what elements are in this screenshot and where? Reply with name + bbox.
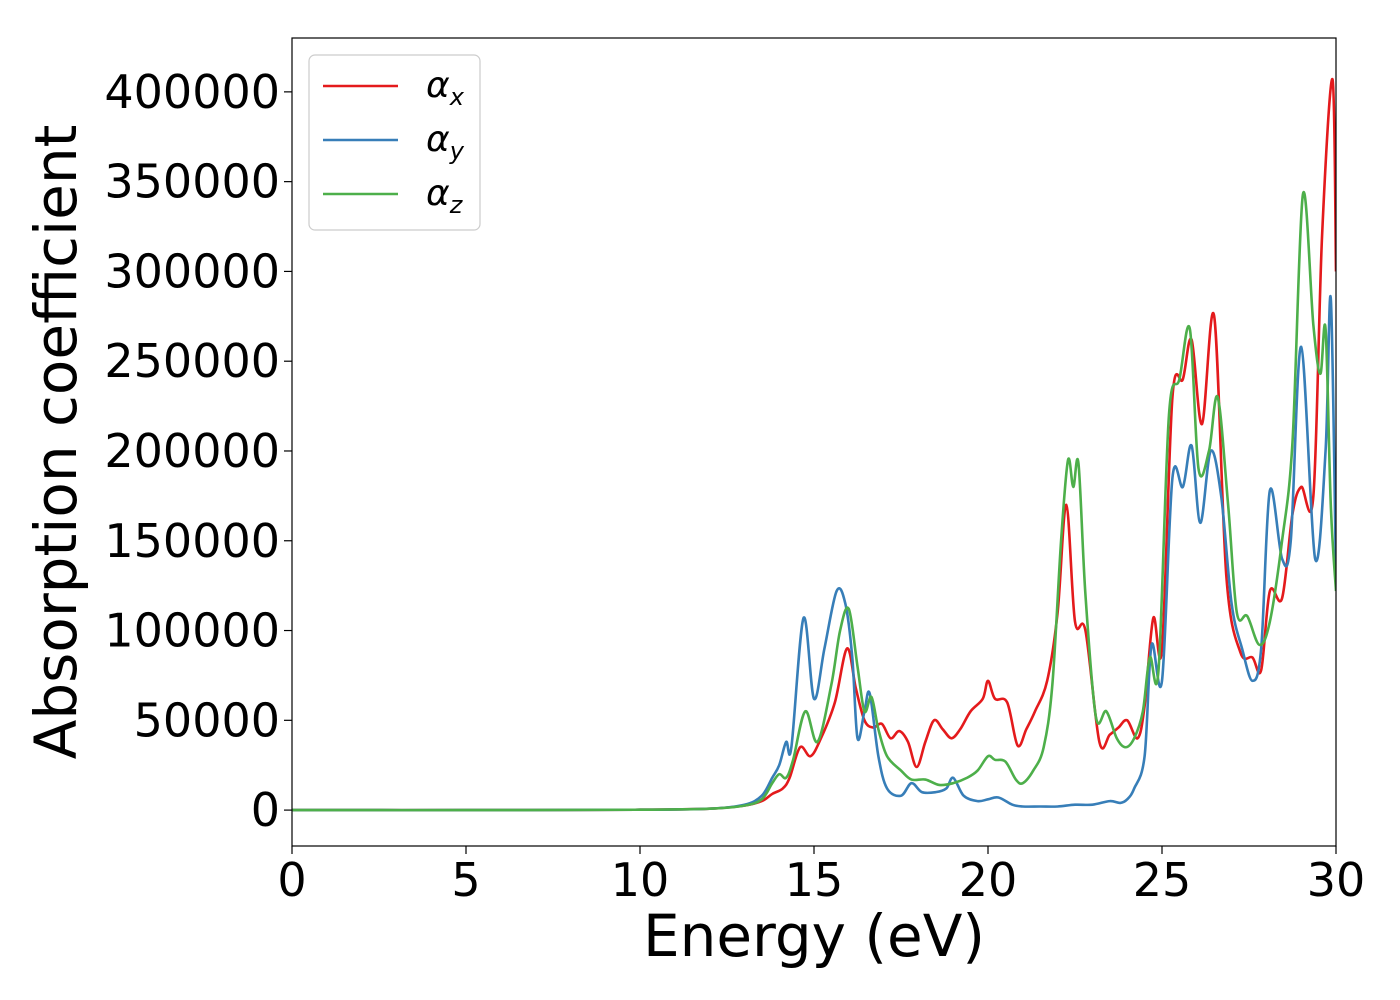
- y-axis: 0 50000 100000 150000 200000 250000 300000 3500…: [104, 65, 292, 837]
- series-line-x: [292, 77, 1336, 812]
- y-axis-title: Absorption coefficient: [22, 125, 90, 760]
- legend: αx αy αz: [308, 54, 481, 231]
- plot-area: [292, 77, 1336, 812]
- y-tick-label: 100000: [104, 604, 280, 658]
- y-tick-label: 150000: [104, 514, 280, 568]
- y-tick-label: 300000: [104, 244, 280, 298]
- x-tick-label: 15: [785, 853, 844, 907]
- y-tick-label: 350000: [104, 155, 280, 209]
- legend-label-z: αz: [426, 173, 464, 219]
- y-tick-label: 400000: [104, 65, 280, 119]
- y-tick-label: 50000: [134, 693, 280, 747]
- x-axis: 0 5 10 15 20 25 30: [277, 846, 1365, 907]
- legend-box: [308, 54, 481, 231]
- x-tick-label: 30: [1307, 853, 1366, 907]
- x-tick-label: 20: [959, 853, 1018, 907]
- x-tick-label: 0: [277, 853, 306, 907]
- legend-label-x: αx: [426, 65, 465, 111]
- legend-label-y: αy: [426, 119, 465, 165]
- x-tick-label: 5: [451, 853, 480, 907]
- series-line-z: [292, 190, 1336, 812]
- y-tick-label: 200000: [104, 424, 280, 478]
- x-axis-title: Energy (eV): [643, 902, 985, 970]
- x-tick-label: 25: [1133, 853, 1192, 907]
- x-tick-label: 10: [611, 853, 670, 907]
- y-tick-label: 250000: [104, 334, 280, 388]
- series-line-y: [292, 294, 1336, 812]
- y-tick-label: 0: [251, 783, 280, 837]
